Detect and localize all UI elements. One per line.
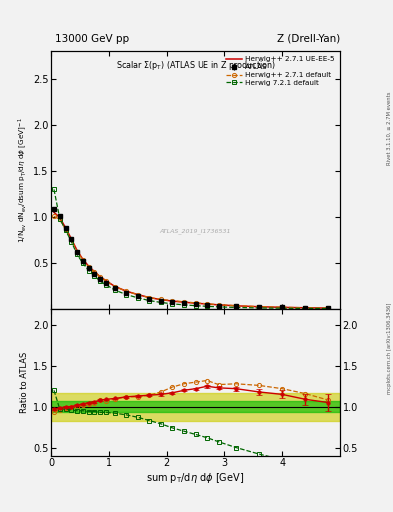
- Herwig++ 2.7.1 UE-EE-5: [170, 298, 175, 304]
- Text: Scalar $\Sigma$(p$_\mathsf{T}$) (ATLAS UE in Z production): Scalar $\Sigma$(p$_\mathsf{T}$) (ATLAS U…: [116, 59, 275, 72]
- Text: Z (Drell-Yan): Z (Drell-Yan): [277, 33, 340, 44]
- Herwig++ 2.7.1 UE-EE-5: [112, 283, 117, 289]
- Text: ATLAS_2019_I1736531: ATLAS_2019_I1736531: [160, 228, 231, 234]
- Herwig++ 2.7.1 UE-EE-5: [51, 209, 56, 216]
- Line: Herwig++ 2.7.1 UE-EE-5: Herwig++ 2.7.1 UE-EE-5: [54, 212, 329, 308]
- Herwig++ 2.7.1 UE-EE-5: [98, 274, 103, 280]
- Y-axis label: Ratio to ATLAS: Ratio to ATLAS: [20, 352, 29, 413]
- Herwig++ 2.7.1 UE-EE-5: [81, 257, 85, 263]
- Herwig++ 2.7.1 UE-EE-5: [147, 294, 152, 301]
- Herwig++ 2.7.1 UE-EE-5: [182, 299, 186, 305]
- Herwig++ 2.7.1 UE-EE-5: [124, 288, 129, 294]
- Herwig++ 2.7.1 UE-EE-5: [136, 291, 140, 297]
- Herwig++ 2.7.1 UE-EE-5: [86, 263, 91, 269]
- Herwig++ 2.7.1 UE-EE-5: [233, 303, 238, 309]
- Legend: Herwig++ 2.7.1 UE-EE-5, ATLAS, Herwig++ 2.7.1 default, Herwig 7.2.1 default: Herwig++ 2.7.1 UE-EE-5, ATLAS, Herwig++ …: [225, 55, 336, 88]
- Text: Rivet 3.1.10, ≥ 2.7M events: Rivet 3.1.10, ≥ 2.7M events: [387, 91, 392, 165]
- Text: mcplots.cern.ch [arXiv:1306.3436]: mcplots.cern.ch [arXiv:1306.3436]: [387, 303, 392, 394]
- Herwig++ 2.7.1 UE-EE-5: [75, 247, 79, 253]
- Y-axis label: 1/N$_{\mathsf{ev}}$ dN$_{\mathsf{ev}}$/dsum p$_\mathsf{T}$/d$\eta$ d$\phi$ [GeV]: 1/N$_{\mathsf{ev}}$ dN$_{\mathsf{ev}}$/d…: [16, 117, 29, 243]
- Herwig++ 2.7.1 UE-EE-5: [326, 305, 331, 311]
- Herwig++ 2.7.1 UE-EE-5: [205, 301, 209, 307]
- Herwig++ 2.7.1 UE-EE-5: [280, 304, 285, 310]
- X-axis label: sum p$_\mathsf{T}$/d$\eta$ d$\phi$ [GeV]: sum p$_\mathsf{T}$/d$\eta$ d$\phi$ [GeV]: [147, 471, 244, 485]
- Herwig++ 2.7.1 UE-EE-5: [158, 296, 163, 303]
- Text: 13000 GeV pp: 13000 GeV pp: [55, 33, 129, 44]
- Herwig++ 2.7.1 UE-EE-5: [63, 225, 68, 231]
- Herwig++ 2.7.1 UE-EE-5: [69, 236, 73, 242]
- Herwig++ 2.7.1 UE-EE-5: [257, 304, 261, 310]
- Herwig++ 2.7.1 UE-EE-5: [57, 215, 62, 221]
- Herwig++ 2.7.1 UE-EE-5: [104, 278, 108, 284]
- Herwig++ 2.7.1 UE-EE-5: [303, 305, 308, 311]
- Herwig++ 2.7.1 UE-EE-5: [193, 300, 198, 306]
- Herwig++ 2.7.1 UE-EE-5: [216, 302, 221, 308]
- Herwig++ 2.7.1 UE-EE-5: [92, 268, 97, 274]
